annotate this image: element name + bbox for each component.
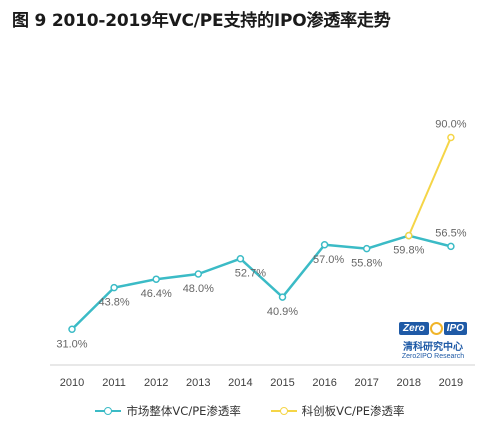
legend-swatch-star-market [270, 406, 297, 416]
data-label-market-2014: 52.7% [235, 268, 266, 280]
x-tick-2016: 2016 [312, 377, 336, 389]
logo-mark: Zero IPO [399, 321, 467, 336]
x-tick-labels: 2010 2011 2012 2013 2014 2015 2016 2017 2018 2019 [60, 377, 463, 389]
x-tick-2015: 2015 [270, 377, 294, 389]
point-star-market-2018 [405, 231, 413, 240]
legend-label-market: 市场整体VC/PE渗透率 [126, 404, 241, 418]
point-market-2010 [68, 325, 76, 333]
logo-ipo-text: IPO [443, 322, 467, 335]
data-label-market-2012: 46.4% [141, 288, 172, 300]
data-label-star-market-2019: 90.0% [435, 119, 466, 131]
legend-item-star-market[interactable]: 科创板VC/PE渗透率 [270, 403, 405, 419]
point-market-2017 [362, 244, 371, 253]
data-label-market-2010: 31.0% [56, 338, 87, 350]
data-label-market-2019: 56.5% [435, 227, 466, 239]
point-star-market-2019 [447, 133, 455, 142]
logo-name-en: Zero2IPO Research [401, 353, 465, 360]
series-line-market [71, 234, 452, 331]
point-market-2019 [447, 242, 455, 251]
point-market-2012 [152, 275, 160, 283]
zero2ipo-logo: Zero IPO 清科研究中心 Zero2IPO Research [398, 318, 468, 360]
point-market-2014 [236, 254, 245, 263]
data-label-market-2011: 43.8% [98, 297, 129, 309]
legend-label-star-market: 科创板VC/PE渗透率 [301, 404, 405, 418]
x-tick-2012: 2012 [144, 377, 168, 389]
legend-item-market[interactable]: 市场整体VC/PE渗透率 [95, 403, 241, 419]
x-tick-2018: 2018 [397, 377, 421, 389]
x-tick-2019: 2019 [439, 377, 463, 389]
data-label-market-2016: 57.0% [313, 254, 344, 266]
data-label-market-2018: 59.8% [393, 245, 424, 257]
x-tick-2017: 2017 [354, 377, 378, 389]
logo-zero-text: Zero [399, 322, 429, 335]
legend: 市场整体VC/PE渗透率 科创板VC/PE渗透率 [0, 403, 500, 419]
data-label-market-2017: 55.8% [351, 258, 382, 270]
point-market-2015 [278, 293, 287, 301]
logo-name-cn: 清科研究中心 [403, 342, 463, 353]
x-tick-2010: 2010 [60, 377, 84, 389]
logo-ring-icon [429, 322, 443, 335]
series-line-star-market [407, 137, 452, 237]
point-market-2013 [194, 270, 203, 278]
x-tick-2014: 2014 [228, 377, 252, 389]
series-layer [68, 133, 455, 333]
point-market-2011 [110, 283, 118, 292]
x-tick-2013: 2013 [186, 377, 210, 389]
chart-title: 图 9 2010-2019年VC/PE支持的IPO渗透率走势 [12, 11, 391, 31]
data-labels: 31.0% 43.8% 46.4% 48.0% 52.7% 40.9% 57.0% 55.8%… [56, 119, 466, 351]
x-tick-2011: 2011 [102, 377, 126, 389]
legend-swatch-market [95, 406, 122, 416]
data-label-market-2015: 40.9% [267, 306, 298, 318]
point-market-2016 [320, 241, 329, 249]
data-label-market-2013: 48.0% [183, 283, 214, 295]
